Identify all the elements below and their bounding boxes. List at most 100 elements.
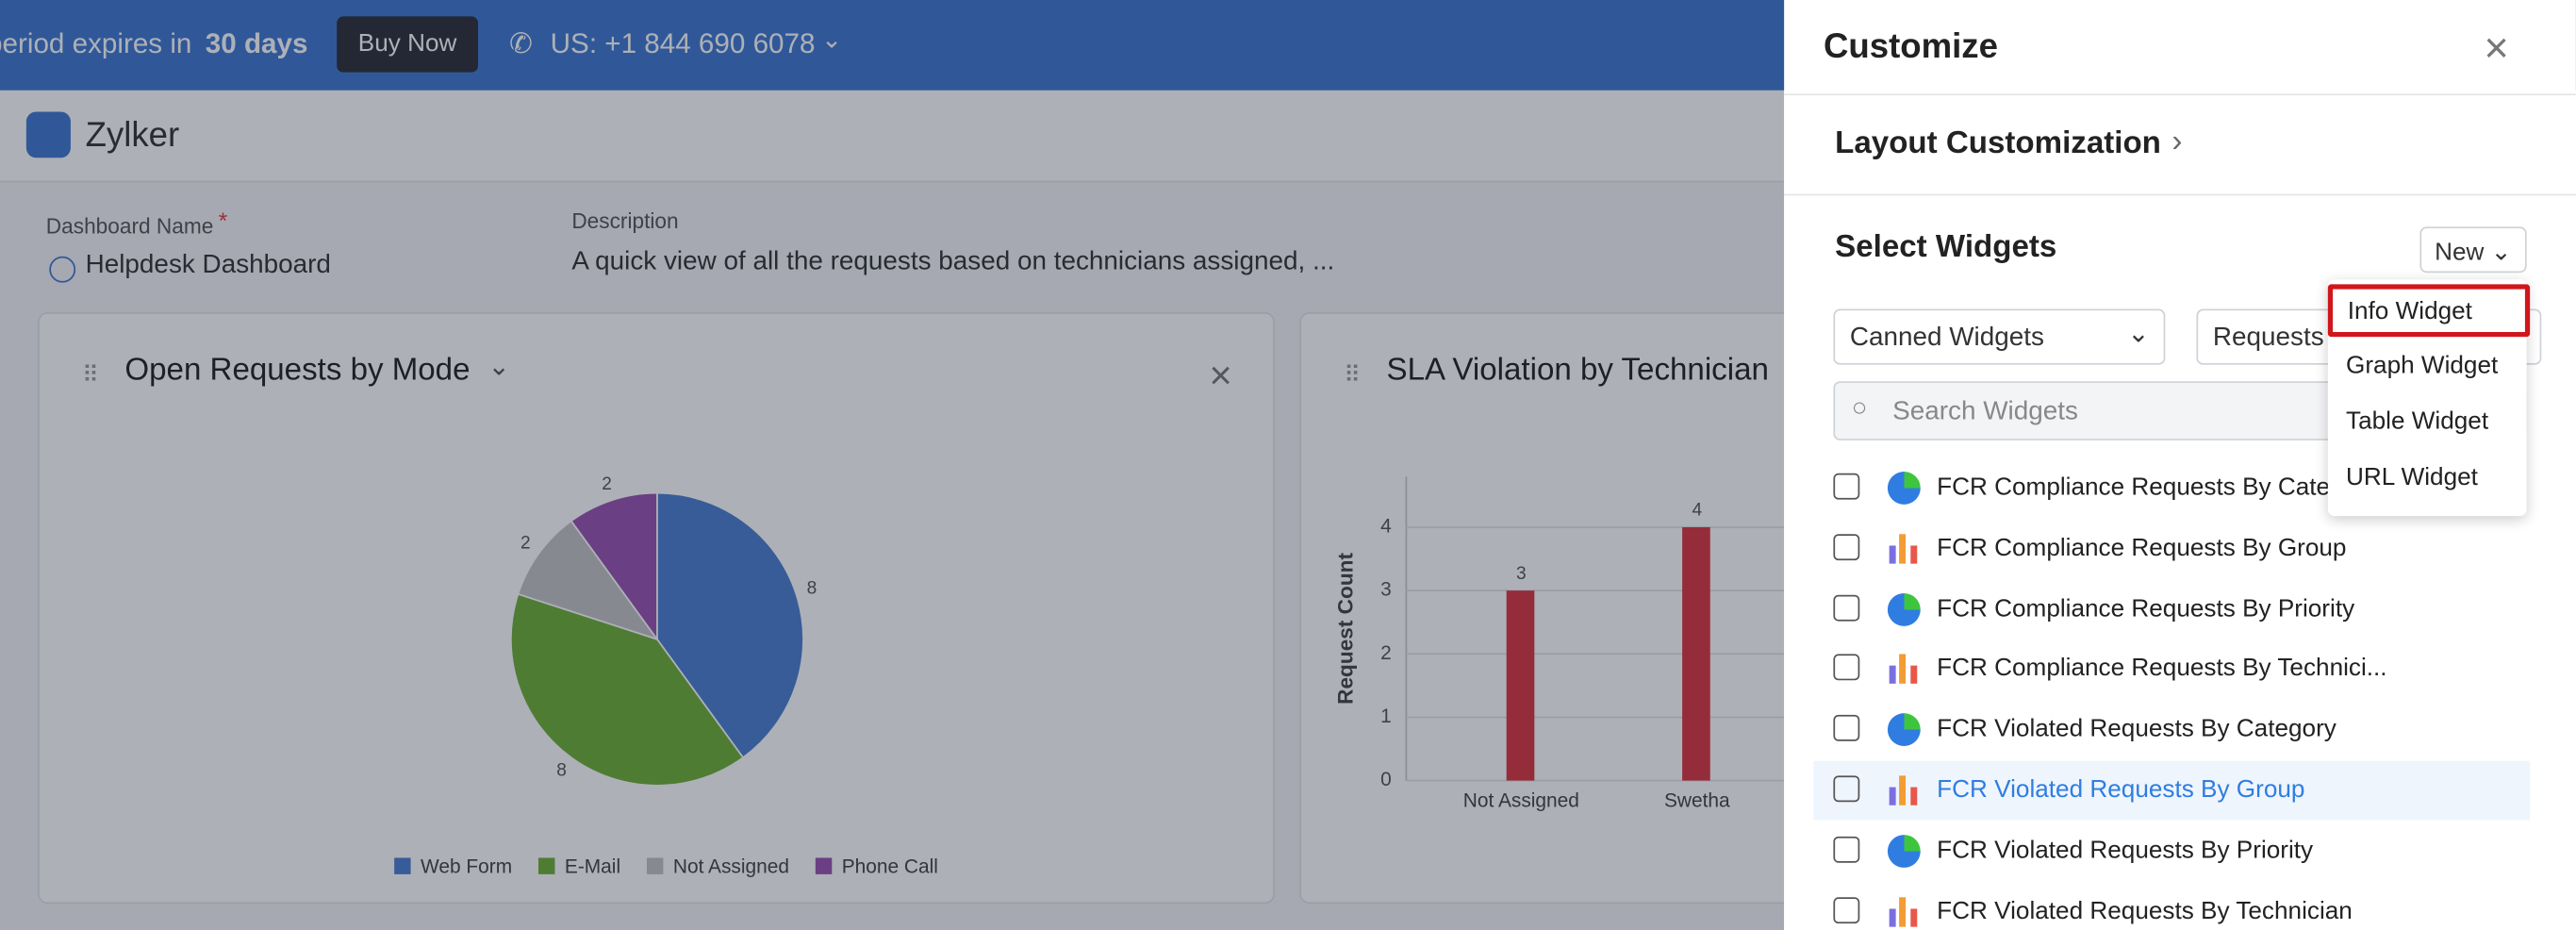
checkbox[interactable] [1833, 533, 1860, 560]
bar-icon-part [1910, 545, 1918, 564]
new-menu: Info Widget Graph Widget Table Widget URL W… [2327, 279, 2531, 517]
pie-slice [656, 491, 804, 759]
checkbox[interactable] [1833, 715, 1860, 742]
pie-icon [1887, 834, 1921, 868]
divider [1784, 193, 2576, 196]
trial-text: period expires in [0, 27, 192, 59]
bar-icon [1888, 532, 1921, 565]
widget-row[interactable]: FCR Compliance Requests By Technici... [1813, 639, 2530, 699]
widget-name: FCR Compliance Requests By Priority [1937, 594, 2355, 623]
widget-row[interactable]: FCR Violated Requests By Category [1813, 701, 2530, 760]
menu-item[interactable]: Table Widget [2346, 407, 2489, 436]
checkbox[interactable] [1833, 473, 1860, 500]
menu-item[interactable]: Graph Widget [2346, 351, 2499, 380]
y-tick-label: 4 [1380, 516, 1392, 538]
layout-link[interactable]: Layout Customization [1835, 126, 2161, 161]
menu-item[interactable]: URL Widget [2346, 463, 2478, 491]
widget-row[interactable]: FCR Violated Requests By Technician [1813, 882, 2530, 930]
globe-icon [49, 256, 76, 283]
widget-name: FCR Violated Requests By Group [1937, 775, 2305, 804]
legend-label: E-Mail [565, 855, 620, 877]
panel-title: Customize [1823, 27, 1998, 66]
legend-swatch [815, 857, 833, 874]
bar-icon-part [1910, 666, 1918, 685]
data-label: 8 [807, 579, 817, 599]
y-tick-label: 1 [1380, 706, 1392, 727]
drag-handle: ⠿ [82, 362, 99, 388]
data-label: 2 [602, 474, 612, 494]
pie-icon [1887, 713, 1921, 747]
bar-icon-part [1889, 787, 1896, 805]
chart-title: Open Requests by Mode [124, 353, 470, 388]
bar-icon-part [1889, 545, 1896, 564]
module-label: Requests [2212, 324, 2324, 352]
app-name: Zylker [85, 116, 180, 155]
phone-icon: ✆ [509, 27, 533, 59]
modal-overlay[interactable] [0, 0, 1785, 930]
pie-icon [1887, 592, 1921, 626]
search-placeholder: Search Widgets [1892, 397, 2078, 426]
x-tick-label: Not Assigned [1463, 790, 1579, 812]
chart-title: SLA Violation by Technician [1387, 353, 1769, 388]
layout-chevron[interactable]: › [2171, 125, 2183, 160]
widget-name: FCR Compliance Requests By Category [1937, 473, 2378, 502]
name-label: Dashboard Name [45, 213, 214, 239]
filter-label: Canned Widgets [1849, 324, 2044, 352]
widget-name: FCR Violated Requests By Technician [1937, 896, 2353, 925]
checkbox[interactable] [1833, 655, 1860, 681]
phone-number[interactable]: US: +1 844 690 6078 [550, 27, 816, 59]
pie-slice [517, 520, 660, 641]
widget-row[interactable]: FCR Violated Requests By Group [1813, 760, 2531, 821]
buy-button[interactable]: Buy Now [337, 16, 479, 73]
close-icon: × [1209, 353, 1231, 397]
widget-row[interactable]: FCR Compliance Requests By Priority [1813, 579, 2530, 639]
bar-icon-part [1889, 666, 1896, 685]
data-label: 8 [556, 760, 567, 780]
widget-row[interactable]: FCR Compliance Requests By Group [1813, 519, 2530, 578]
title-chevron: ⌄ [487, 352, 509, 381]
required-mark: * [218, 207, 228, 234]
close-button[interactable]: × [2484, 23, 2509, 73]
widget-name: FCR Violated Requests By Priority [1937, 836, 2314, 865]
legend-swatch [538, 857, 555, 874]
widget-row[interactable]: FCR Compliance Requests By Category [1813, 458, 2530, 518]
bar-icon-part [1889, 907, 1896, 926]
widget-row[interactable]: FCR Violated Requests By Priority [1813, 822, 2530, 881]
menu-item[interactable]: Info Widget [2327, 284, 2531, 338]
search-icon: ○ [1851, 394, 1868, 423]
data-label: 4 [1692, 501, 1702, 521]
x-tick-label: Swetha [1664, 790, 1730, 812]
y-tick-label: 2 [1380, 642, 1392, 664]
checkbox[interactable] [1833, 896, 1860, 923]
new-button[interactable]: New ⌄ [2419, 226, 2527, 274]
bar-icon [1888, 895, 1921, 928]
legend-label: Phone Call [842, 855, 938, 877]
legend-label: Not Assigned [673, 855, 789, 877]
app-logo [25, 111, 71, 158]
phone-chevron[interactable]: ⌄ [821, 25, 843, 55]
data-label: 2 [520, 533, 531, 553]
pie-slice [570, 491, 658, 642]
checkbox[interactable] [1833, 775, 1860, 803]
checkbox[interactable] [1833, 594, 1860, 621]
bar [1506, 590, 1535, 781]
select-title: Select Widgets [1835, 229, 2057, 265]
bar-icon-part [1899, 655, 1907, 685]
bar-icon-part [1899, 775, 1907, 805]
y-axis-label: Request Count [1334, 553, 1358, 705]
bar-icon [1888, 653, 1921, 686]
widget-list: FCR Compliance Requests By Category FCR C… [1784, 458, 2576, 930]
pie-slice [510, 592, 745, 787]
widget-name: FCR Violated Requests By Category [1937, 715, 2337, 743]
widget-name: FCR Compliance Requests By Group [1937, 533, 2347, 562]
description-label: Description [571, 208, 679, 234]
bar-icon-part [1910, 787, 1918, 805]
bar-icon [1888, 774, 1921, 807]
chevron: ⌄ [2127, 320, 2150, 349]
filter-dropdown[interactable]: Canned Widgets ⌄ [1833, 308, 2166, 365]
checkbox[interactable] [1833, 836, 1860, 863]
widget-card: Open Requests by Mode ⌄ ⠿ × 8 8 2 2 Web Form E-Ma… [38, 312, 1276, 905]
legend-label: Web Form [421, 855, 512, 877]
legend-swatch [394, 857, 411, 874]
